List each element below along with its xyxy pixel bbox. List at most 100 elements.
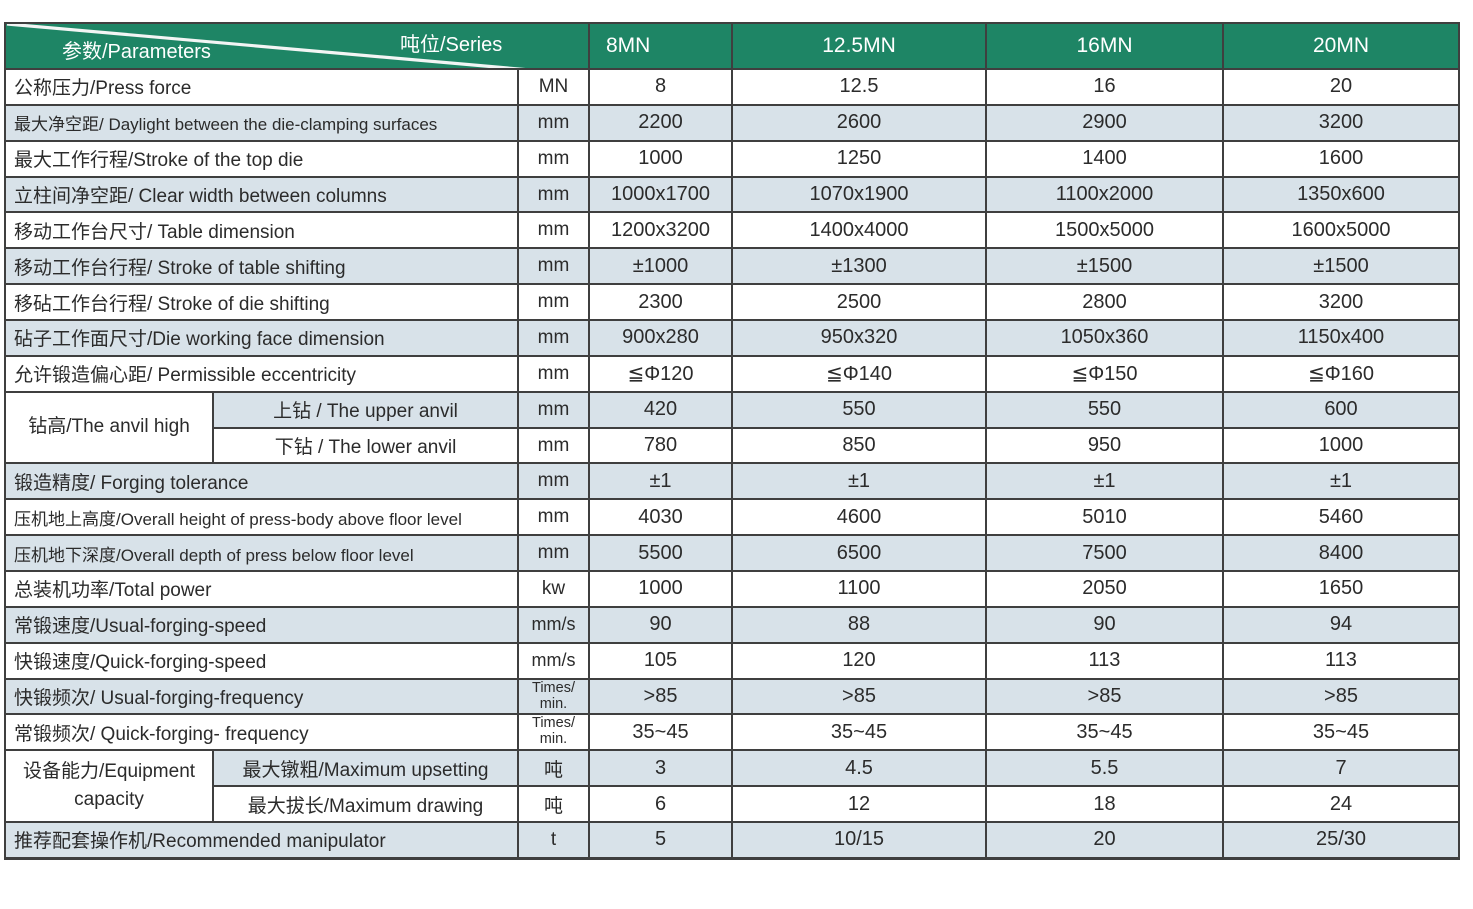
value-cell: 2050 bbox=[987, 572, 1224, 608]
row-label: 最大净空距/ Daylight between the die-clamping… bbox=[6, 105, 519, 142]
value-cell: 1200x3200 bbox=[590, 213, 733, 250]
value-cell: 1400x4000 bbox=[733, 213, 987, 250]
row-label: 移砧工作台行程/ Stroke of die shifting bbox=[6, 285, 519, 322]
value-cell: 1250 bbox=[733, 141, 987, 178]
value-cell: 8 bbox=[590, 70, 733, 106]
unit-cell: 吨 bbox=[519, 751, 590, 788]
unit-cell: mm bbox=[519, 141, 590, 178]
value-cell: 18 bbox=[987, 787, 1224, 824]
column-header-8mn: 8MN bbox=[590, 24, 733, 70]
value-cell: ±1000 bbox=[590, 249, 733, 286]
value-cell: 1350x600 bbox=[1224, 177, 1460, 214]
value-cell: 4.5 bbox=[733, 751, 987, 788]
value-cell: ±1 bbox=[1224, 464, 1460, 501]
value-cell: 4030 bbox=[590, 500, 733, 537]
unit-cell: mm bbox=[519, 105, 590, 142]
value-cell: 6500 bbox=[733, 536, 987, 573]
column-header-12-5mn: 12.5MN bbox=[733, 24, 987, 70]
value-cell: 5 bbox=[590, 823, 733, 859]
row-label: 压机地下深度/Overall depth of press below floo… bbox=[6, 536, 519, 573]
column-header-20mn: 20MN bbox=[1224, 24, 1460, 70]
value-cell: ±1 bbox=[590, 464, 733, 501]
unit-cell: mm bbox=[519, 356, 590, 393]
value-cell: 1000 bbox=[590, 141, 733, 178]
value-cell: ≦Φ150 bbox=[987, 356, 1224, 393]
row-sub-label: 最大镦粗/Maximum upsetting bbox=[214, 751, 519, 788]
value-cell: 7 bbox=[1224, 751, 1460, 788]
value-cell: >85 bbox=[733, 679, 987, 716]
unit-cell: mm bbox=[519, 285, 590, 322]
value-cell: 3 bbox=[590, 751, 733, 788]
value-cell: 113 bbox=[1224, 643, 1460, 680]
unit-cell: mm/s bbox=[519, 643, 590, 680]
value-cell: 88 bbox=[733, 607, 987, 644]
row-label: 总装机功率/Total power bbox=[6, 572, 519, 608]
unit-cell: mm bbox=[519, 321, 590, 357]
value-cell: 5.5 bbox=[987, 751, 1224, 788]
row-sub-label: 上钻 / The upper anvil bbox=[214, 392, 519, 429]
unit-cell: Times/min. bbox=[519, 715, 590, 752]
value-cell: 20 bbox=[987, 823, 1224, 859]
value-cell: 8400 bbox=[1224, 536, 1460, 573]
value-cell: 600 bbox=[1224, 392, 1460, 429]
unit-cell: mm bbox=[519, 392, 590, 429]
value-cell: 1070x1900 bbox=[733, 177, 987, 214]
row-label: 锻造精度/ Forging tolerance bbox=[6, 464, 519, 501]
row-label: 常锻速度/Usual-forging-speed bbox=[6, 607, 519, 644]
value-cell: ±1 bbox=[987, 464, 1224, 501]
row-label: 压机地上高度/Overall height of press-body abov… bbox=[6, 500, 519, 537]
value-cell: ≦Φ120 bbox=[590, 356, 733, 393]
unit-cell: mm bbox=[519, 536, 590, 573]
value-cell: 2800 bbox=[987, 285, 1224, 322]
value-cell: 35~45 bbox=[733, 715, 987, 752]
value-cell: 94 bbox=[1224, 607, 1460, 644]
unit-cell: t bbox=[519, 823, 590, 859]
value-cell: >85 bbox=[1224, 679, 1460, 716]
unit-cell: mm bbox=[519, 464, 590, 501]
row-label: 快锻速度/Quick-forging-speed bbox=[6, 643, 519, 680]
value-cell: ≦Φ140 bbox=[733, 356, 987, 393]
value-cell: 1650 bbox=[1224, 572, 1460, 608]
value-cell: 420 bbox=[590, 392, 733, 429]
value-cell: >85 bbox=[590, 679, 733, 716]
unit-cell: mm bbox=[519, 500, 590, 537]
value-cell: >85 bbox=[987, 679, 1224, 716]
row-label: 常锻频次/ Quick-forging- frequency bbox=[6, 715, 519, 752]
value-cell: 35~45 bbox=[590, 715, 733, 752]
row-label: 推荐配套操作机/Recommended manipulator bbox=[6, 823, 519, 859]
value-cell: ±1500 bbox=[987, 249, 1224, 286]
value-cell: 2900 bbox=[987, 105, 1224, 142]
value-cell: 10/15 bbox=[733, 823, 987, 859]
value-cell: 16 bbox=[987, 70, 1224, 106]
value-cell: 950x320 bbox=[733, 321, 987, 357]
value-cell: 2500 bbox=[733, 285, 987, 322]
value-cell: 950 bbox=[987, 428, 1224, 465]
spec-table: 吨位/Series 参数/Parameters 8MN 12.5MN 16MN … bbox=[4, 22, 1460, 860]
diagonal-divider bbox=[6, 24, 526, 68]
value-cell: ±1 bbox=[733, 464, 987, 501]
value-cell: 1500x5000 bbox=[987, 213, 1224, 250]
value-cell: 35~45 bbox=[1224, 715, 1460, 752]
parameters-header-label: 参数/Parameters bbox=[62, 41, 211, 63]
unit-cell: kw bbox=[519, 572, 590, 608]
value-cell: 90 bbox=[987, 607, 1224, 644]
value-cell: 7500 bbox=[987, 536, 1224, 573]
unit-cell: mm/s bbox=[519, 607, 590, 644]
value-cell: 900x280 bbox=[590, 321, 733, 357]
value-cell: 120 bbox=[733, 643, 987, 680]
value-cell: 780 bbox=[590, 428, 733, 465]
value-cell: 105 bbox=[590, 643, 733, 680]
value-cell: 1100x2000 bbox=[987, 177, 1224, 214]
value-cell: 550 bbox=[987, 392, 1224, 429]
value-cell: 1000 bbox=[1224, 428, 1460, 465]
value-cell: 1000x1700 bbox=[590, 177, 733, 214]
value-cell: 35~45 bbox=[987, 715, 1224, 752]
row-label: 移动工作台行程/ Stroke of table shifting bbox=[6, 249, 519, 286]
unit-cell: MN bbox=[519, 70, 590, 106]
row-label: 砧子工作面尺寸/Die working face dimension bbox=[6, 321, 519, 357]
row-group-label: 设备能力/Equipment capacity bbox=[6, 751, 214, 824]
value-cell: 2300 bbox=[590, 285, 733, 322]
row-group-label: 钻高/The anvil high bbox=[6, 392, 214, 465]
row-label: 立柱间净空距/ Clear width between columns bbox=[6, 177, 519, 214]
value-cell: 2200 bbox=[590, 105, 733, 142]
